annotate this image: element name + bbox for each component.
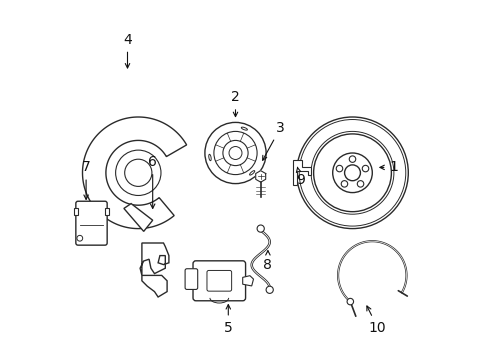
Text: 1: 1	[379, 161, 398, 174]
Circle shape	[313, 134, 390, 212]
Circle shape	[213, 131, 257, 175]
Text: 10: 10	[366, 306, 386, 334]
Text: 7: 7	[81, 161, 90, 199]
Circle shape	[223, 140, 247, 166]
Circle shape	[346, 298, 353, 305]
Circle shape	[204, 122, 265, 184]
Ellipse shape	[208, 154, 211, 161]
Circle shape	[265, 286, 273, 293]
Polygon shape	[82, 117, 186, 229]
Circle shape	[124, 159, 152, 186]
FancyBboxPatch shape	[185, 269, 197, 289]
Text: 4: 4	[123, 33, 132, 68]
FancyBboxPatch shape	[76, 201, 107, 245]
Text: 3: 3	[262, 121, 285, 160]
Circle shape	[228, 147, 242, 159]
Polygon shape	[142, 275, 167, 297]
Text: 9: 9	[295, 167, 304, 187]
Circle shape	[362, 165, 368, 172]
Ellipse shape	[249, 171, 254, 175]
Circle shape	[344, 165, 360, 181]
Circle shape	[296, 117, 407, 229]
Circle shape	[332, 153, 371, 193]
Polygon shape	[255, 171, 265, 182]
Text: 8: 8	[263, 251, 272, 271]
Bar	[105, 208, 109, 215]
Circle shape	[77, 235, 82, 241]
Polygon shape	[242, 276, 253, 286]
Text: 6: 6	[148, 155, 157, 208]
Circle shape	[257, 225, 264, 232]
Circle shape	[310, 131, 393, 214]
Circle shape	[299, 120, 405, 226]
Text: 2: 2	[231, 90, 240, 117]
Text: 5: 5	[224, 305, 232, 334]
Circle shape	[115, 150, 161, 195]
Bar	[74, 208, 78, 215]
Circle shape	[336, 165, 342, 172]
Circle shape	[341, 181, 347, 187]
Circle shape	[357, 181, 363, 187]
Polygon shape	[140, 243, 168, 275]
Polygon shape	[123, 204, 152, 231]
Ellipse shape	[241, 127, 247, 130]
Circle shape	[348, 156, 355, 162]
Polygon shape	[292, 160, 310, 185]
FancyBboxPatch shape	[193, 261, 245, 301]
